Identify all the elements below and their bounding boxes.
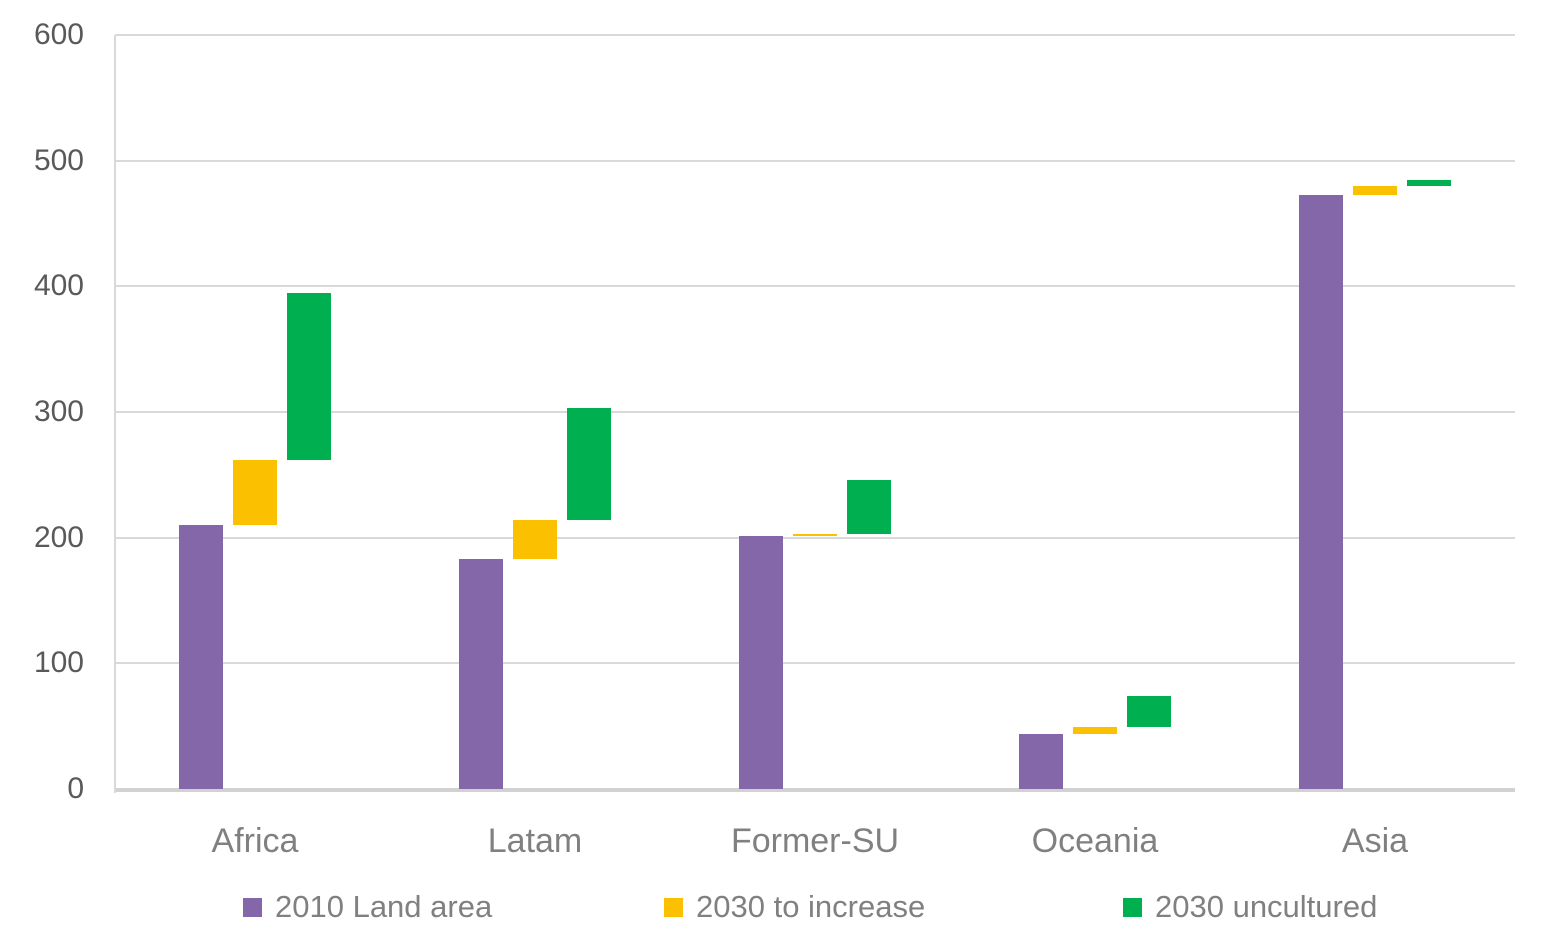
- legend-label: 2010 Land area: [275, 889, 493, 924]
- bar-africa-2010-land-area: [179, 525, 223, 789]
- bar-asia-2030-uncultured: [1407, 179, 1451, 186]
- legend-item-2010-land-area: 2010 Land area: [243, 888, 492, 926]
- legend-marker-2030-to-increase: [664, 897, 683, 917]
- bar-latam-2010-land-area: [459, 559, 503, 789]
- y-axis-line: [114, 35, 116, 793]
- y-axis-tick-label: 300: [33, 395, 84, 428]
- y-axis-tick-label: 400: [33, 269, 84, 303]
- x-axis-baseline: [115, 788, 1515, 792]
- x-axis-category-label-latam: Latam: [487, 822, 583, 860]
- legend-marker-2010-land-area: [243, 897, 262, 917]
- gridline-200: [115, 536, 1515, 539]
- legend-label: 2030 uncultured: [1155, 889, 1378, 924]
- gridline-400: [115, 285, 1515, 288]
- bar-africa-2030-uncultured: [287, 292, 331, 460]
- y-axis-tick-label: 100: [33, 646, 84, 680]
- legend-item-2030-uncultured: 2030 uncultured: [1123, 888, 1377, 926]
- bar-asia-2030-to-increase: [1353, 185, 1397, 195]
- x-axis-category-label-asia: Asia: [1341, 822, 1409, 860]
- bar-oceania-2030-uncultured: [1127, 696, 1171, 728]
- y-axis-tick-label: 500: [33, 143, 84, 177]
- y-axis-tick-label: 0: [67, 772, 84, 805]
- y-axis-tick-label: 200: [33, 520, 84, 554]
- gridline-600: [115, 34, 1515, 36]
- x-axis-category-label-africa: Africa: [211, 822, 299, 860]
- bar-latam-2030-to-increase: [513, 520, 557, 560]
- bar-asia-2010-land-area: [1299, 194, 1343, 789]
- bar-africa-2030-to-increase: [233, 459, 277, 526]
- bar-oceania-2030-to-increase: [1073, 727, 1117, 734]
- y-axis-tick-label: 600: [33, 18, 84, 51]
- gridline-100: [115, 662, 1515, 665]
- bar-former-su-2010-land-area: [739, 536, 783, 789]
- gridline-300: [115, 411, 1515, 413]
- bar-oceania-2010-land-area: [1019, 733, 1063, 789]
- x-axis-category-label-former-su: Former-SU: [730, 822, 900, 860]
- legend-marker-2030-uncultured: [1123, 897, 1142, 917]
- legend-item-2030-to-increase: 2030 to increase: [664, 888, 925, 926]
- bar-former-su-2030-to-increase: [793, 533, 837, 537]
- x-axis-category-label-oceania: Oceania: [1031, 822, 1159, 860]
- bar-latam-2030-uncultured: [567, 408, 611, 521]
- bar-former-su-2030-uncultured: [847, 479, 891, 534]
- legend-label: 2030 to increase: [696, 889, 926, 924]
- gridline-500: [115, 159, 1515, 162]
